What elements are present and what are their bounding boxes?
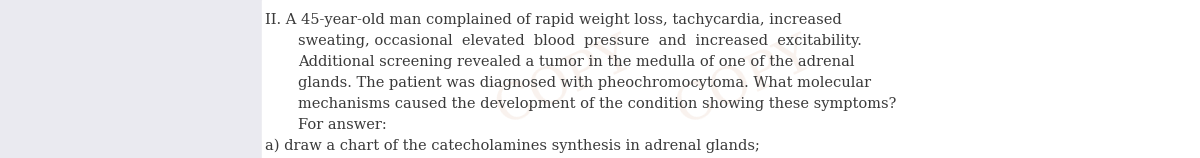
Text: II. A 45-year-old man complained of rapid weight loss, tachycardia, increased: II. A 45-year-old man complained of rapi… (264, 13, 841, 27)
Text: glands. The patient was diagnosed with pheochromocytoma. What molecular: glands. The patient was diagnosed with p… (298, 76, 871, 90)
Text: Additional screening revealed a tumor in the medulla of one of the adrenal: Additional screening revealed a tumor in… (298, 55, 854, 69)
Text: COPY: COPY (667, 29, 821, 135)
Bar (262, 0, 1200, 158)
Text: sweating, occasional  elevated  blood  pressure  and  increased  excitability.: sweating, occasional elevated blood pres… (298, 34, 862, 48)
Text: mechanisms caused the development of the condition showing these symptoms?: mechanisms caused the development of the… (298, 97, 896, 111)
Text: COPY: COPY (487, 29, 641, 135)
Text: a) draw a chart of the catecholamines synthesis in adrenal glands;: a) draw a chart of the catecholamines sy… (264, 139, 760, 153)
Text: For answer:: For answer: (298, 118, 386, 132)
Bar (0, 0, 262, 158)
